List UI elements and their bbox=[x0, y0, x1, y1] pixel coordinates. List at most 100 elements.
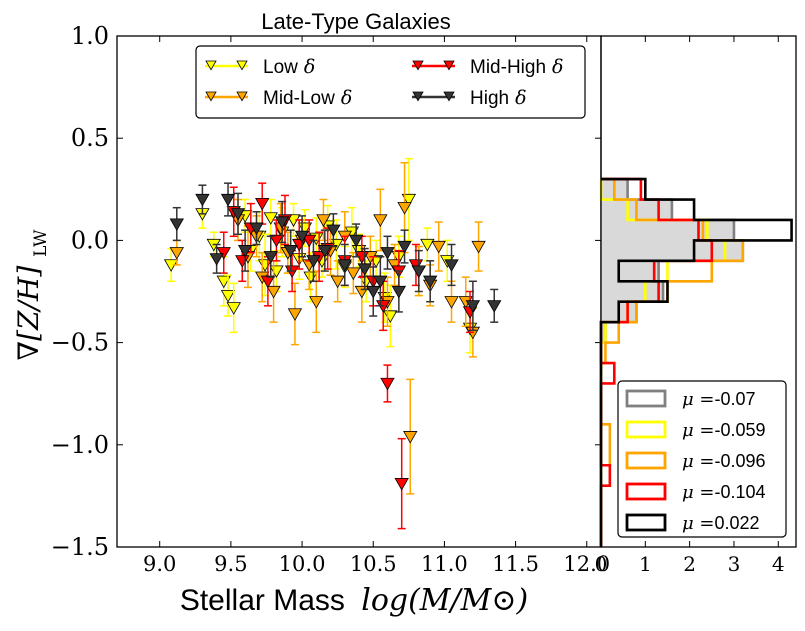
data-point bbox=[346, 267, 361, 281]
x-tick-label: 9.0 bbox=[143, 552, 176, 576]
legend-label-text: Low bbox=[263, 57, 298, 78]
legend-label: Mid-Low δ bbox=[263, 87, 352, 109]
legend-entry: Mid-Low δ bbox=[205, 87, 352, 109]
data-point bbox=[209, 253, 224, 266]
data-point bbox=[357, 263, 372, 276]
legend-marker bbox=[443, 60, 455, 71]
hist-legend-swatch bbox=[625, 482, 667, 501]
data-point bbox=[411, 265, 426, 279]
data-point bbox=[294, 230, 310, 244]
hist-legend-swatch bbox=[625, 451, 667, 470]
y-tick-label: −1.5 bbox=[51, 533, 109, 561]
hist-legend-mu: μ = bbox=[682, 482, 715, 503]
x-axis-label-text: Stellar Mass bbox=[180, 584, 345, 617]
y-axis-label: ∇[Z/H] LW bbox=[12, 229, 51, 360]
data-point bbox=[260, 275, 276, 289]
x-axis-label-math: log(M/M⊙) bbox=[361, 583, 528, 618]
y-tick-label: 1.0 bbox=[71, 22, 109, 50]
x-tick-label: 11.5 bbox=[492, 552, 539, 576]
hist-legend-entry: μ =-0.096 bbox=[625, 451, 766, 472]
data-point bbox=[465, 300, 481, 313]
data-point bbox=[269, 234, 284, 248]
hist-legend-value: -0.07 bbox=[715, 389, 756, 409]
data-point bbox=[444, 259, 459, 272]
hist-legend-label: μ =0.022 bbox=[682, 513, 760, 534]
y-tick-label: 0.0 bbox=[71, 226, 109, 254]
data-point bbox=[471, 240, 486, 254]
y-axis-label-math: ∇[Z/H] bbox=[12, 266, 45, 361]
hist-x-tick-label: 1 bbox=[639, 552, 652, 576]
data-point bbox=[317, 245, 333, 258]
hist-legend-value: 0.022 bbox=[715, 513, 760, 533]
legend-entry: Mid-High δ bbox=[412, 56, 563, 78]
hist-legend-label: μ =-0.104 bbox=[682, 482, 766, 503]
data-point bbox=[391, 285, 407, 299]
legend-label-text: Mid-High bbox=[470, 57, 546, 78]
data-point bbox=[397, 240, 412, 254]
legend-marker bbox=[412, 91, 424, 102]
hist-x-tick-label: 4 bbox=[772, 552, 785, 576]
hist-legend-mu: μ = bbox=[682, 420, 715, 441]
data-point bbox=[263, 212, 278, 225]
legend-label-symbol: δ bbox=[515, 87, 526, 109]
scatter-plot: Late-Type Galaxies 9.0 9.5 10.0 10.5 11.0 11.… bbox=[12, 9, 610, 618]
data-point bbox=[422, 275, 438, 289]
hist-legend-mu: μ = bbox=[682, 389, 715, 410]
data-point bbox=[326, 224, 341, 238]
legend-marker bbox=[236, 91, 248, 102]
x-tick-label: 10.0 bbox=[279, 552, 326, 576]
data-point bbox=[266, 285, 281, 299]
hist-legend-mu: μ = bbox=[682, 451, 715, 472]
series-4 bbox=[169, 182, 502, 332]
legend-label-symbol: δ bbox=[552, 56, 563, 78]
data-point bbox=[373, 275, 388, 289]
y-tick-label: −1.0 bbox=[51, 431, 109, 459]
data-point bbox=[380, 247, 395, 260]
data-point bbox=[255, 198, 270, 211]
data-point bbox=[380, 377, 395, 391]
data-point bbox=[487, 300, 502, 313]
legend-entry: High δ bbox=[412, 87, 527, 109]
hist-legend-label: μ =-0.096 bbox=[682, 451, 766, 472]
x-tick-label: 9.5 bbox=[214, 552, 247, 576]
legend-marker bbox=[412, 60, 424, 71]
data-point bbox=[169, 218, 184, 232]
data-point bbox=[274, 216, 290, 229]
data-point bbox=[237, 245, 253, 258]
data-point bbox=[263, 251, 278, 264]
data-point bbox=[283, 245, 298, 258]
legend-label-text: High bbox=[470, 88, 509, 109]
data-point bbox=[401, 193, 417, 207]
hist-x-tick-label: 0 bbox=[595, 552, 608, 576]
hist-legend-mu: μ = bbox=[682, 513, 715, 534]
hist-legend-entry: μ =-0.104 bbox=[625, 482, 766, 503]
hist-legend-entry: μ =-0.059 bbox=[625, 420, 766, 441]
y-axis-label-sub: LW bbox=[31, 229, 51, 257]
legend-label: Low δ bbox=[263, 56, 315, 78]
x-tick-label: 11.0 bbox=[421, 552, 468, 576]
chart-title: Late-Type Galaxies bbox=[261, 9, 451, 34]
hist-legend-label: μ =-0.059 bbox=[682, 420, 766, 441]
legend-marker bbox=[236, 60, 248, 71]
hist-legend-entry: μ =-0.07 bbox=[625, 389, 756, 410]
legend-box bbox=[195, 45, 586, 119]
data-point bbox=[337, 259, 352, 272]
data-point bbox=[309, 296, 324, 309]
hist-x-tick-label: 3 bbox=[728, 552, 741, 576]
x-tick-label: 10.5 bbox=[350, 552, 397, 576]
x-axis-label: Stellar Mass log(M/M⊙) bbox=[180, 583, 528, 618]
data-point bbox=[195, 193, 210, 207]
hist-legend-value: -0.104 bbox=[715, 482, 766, 502]
legend-label-symbol: δ bbox=[341, 87, 352, 109]
data-point bbox=[420, 238, 435, 252]
data-point bbox=[394, 478, 409, 491]
data-point bbox=[287, 308, 303, 321]
legend-label-text: Mid-Low bbox=[263, 88, 335, 109]
hist-legend-value: -0.096 bbox=[715, 451, 766, 471]
hist-legend-swatch bbox=[625, 389, 667, 408]
data-point bbox=[444, 296, 459, 309]
hist-legend-label: μ =-0.07 bbox=[682, 389, 756, 410]
